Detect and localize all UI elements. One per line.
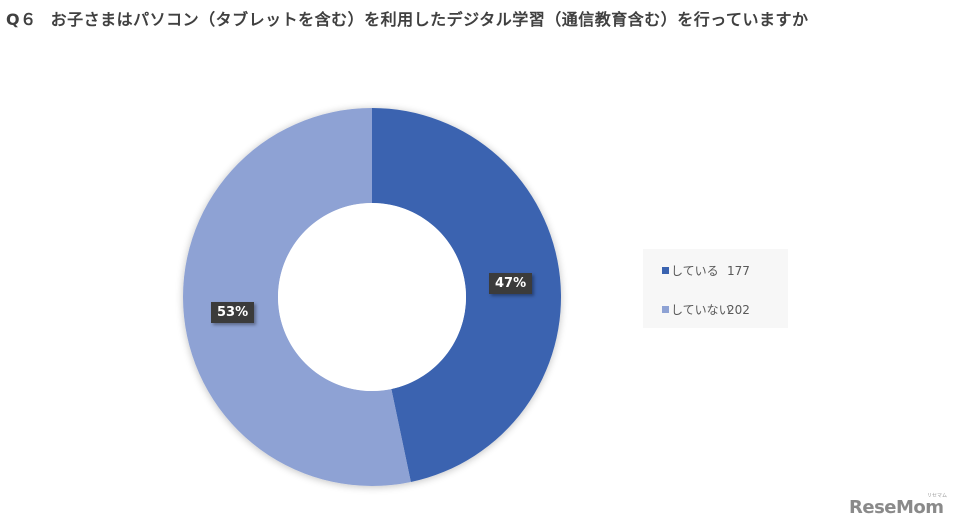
legend-swatch-no [662,306,669,313]
donut-hole [278,203,466,391]
resemom-logo: ReseMom [849,497,944,518]
legend-label: していない [671,303,731,317]
legend: している 177 していない 202 [643,249,788,328]
question-text: お子さまはパソコン（タブレットを含む）を利用したデジタル学習（通信教育含む）を行… [50,10,809,29]
data-label-yes: 47% [489,273,533,294]
legend-label: している [671,264,719,278]
legend-value: 177 [727,263,750,278]
data-label-no: 53% [211,302,255,323]
donut-slice-yes [372,108,561,482]
legend-value: 202 [727,302,750,317]
resemom-logo-sub: リセマム [927,493,948,499]
chart-title: Q６ お子さまはパソコン（タブレットを含む）を利用したデジタル学習（通信教育含む）… [6,6,809,30]
question-number: Q６ [6,10,37,29]
legend-item-yes: している 177 [662,262,750,279]
donut-slice-no [183,108,411,486]
legend-item-no: していない 202 [662,301,750,318]
legend-swatch-yes [662,267,669,274]
